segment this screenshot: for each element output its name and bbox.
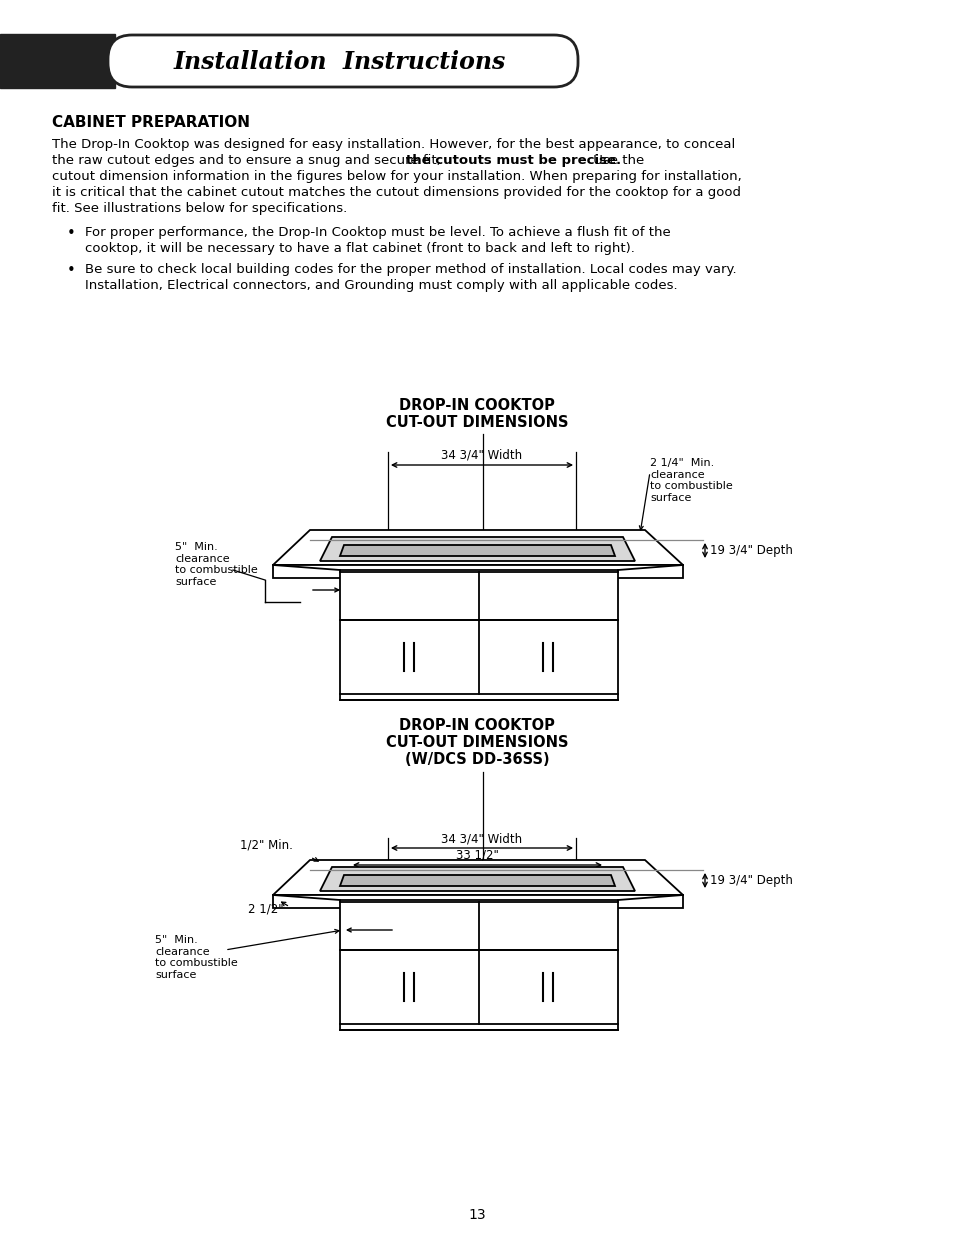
Text: Installation  Instructions: Installation Instructions	[173, 49, 506, 74]
Polygon shape	[319, 867, 635, 890]
Polygon shape	[273, 530, 682, 564]
Bar	[339, 571, 618, 700]
Polygon shape	[273, 564, 682, 578]
Polygon shape	[273, 860, 682, 895]
Text: CUT-OUT DIMENSIONS: CUT-OUT DIMENSIONS	[385, 735, 568, 750]
Text: 13: 13	[468, 1208, 485, 1221]
Text: •: •	[67, 226, 75, 241]
Text: 5"  Min.
clearance
to combustible
surface: 5" Min. clearance to combustible surface	[154, 935, 237, 979]
Bar	[345, 577, 474, 615]
Text: Use the: Use the	[588, 154, 643, 167]
Polygon shape	[273, 895, 682, 908]
Text: 19 3/4" Depth: 19 3/4" Depth	[709, 874, 792, 887]
Text: the cutouts must be precise.: the cutouts must be precise.	[406, 154, 620, 167]
Bar	[486, 958, 609, 1016]
Text: CUT-OUT DIMENSIONS: CUT-OUT DIMENSIONS	[385, 415, 568, 430]
Text: DROP-IN COOKTOP: DROP-IN COOKTOP	[398, 718, 555, 734]
Text: DROP-IN COOKTOP: DROP-IN COOKTOP	[398, 398, 555, 412]
Bar	[0, 35, 115, 88]
Text: •: •	[67, 263, 75, 278]
Text: The Drop-In Cooktop was designed for easy installation. However, for the best ap: The Drop-In Cooktop was designed for eas…	[52, 138, 735, 151]
Text: 5"  Min.
clearance
to combustible
surface: 5" Min. clearance to combustible surface	[174, 542, 257, 587]
Text: 19 3/4" Depth: 19 3/4" Depth	[709, 543, 792, 557]
Text: the raw cutout edges and to ensure a snug and secure fit,: the raw cutout edges and to ensure a snu…	[52, 154, 444, 167]
Bar	[339, 900, 618, 1030]
Bar	[483, 906, 613, 945]
FancyBboxPatch shape	[108, 35, 578, 86]
Polygon shape	[319, 537, 635, 561]
Bar	[345, 906, 474, 945]
Text: 2 1/4"  Min.
clearance
to combustible
surface: 2 1/4" Min. clearance to combustible sur…	[649, 458, 732, 503]
Text: 33 1/2": 33 1/2"	[456, 848, 498, 862]
Bar	[348, 958, 471, 1016]
Polygon shape	[339, 545, 615, 556]
Text: fit. See illustrations below for specifications.: fit. See illustrations below for specifi…	[52, 203, 347, 215]
Bar	[483, 577, 613, 615]
Text: 2 1/2": 2 1/2"	[248, 903, 283, 916]
Bar	[348, 629, 471, 685]
Text: 34 3/4" Width: 34 3/4" Width	[441, 450, 522, 462]
Bar	[486, 629, 609, 685]
Text: Installation, Electrical connectors, and Grounding must comply with all applicab: Installation, Electrical connectors, and…	[85, 279, 677, 291]
Polygon shape	[339, 876, 615, 885]
Text: cutout dimension information in the figures below for your installation. When pr: cutout dimension information in the figu…	[52, 170, 741, 183]
Text: For proper performance, the Drop-In Cooktop must be level. To achieve a flush fi: For proper performance, the Drop-In Cook…	[85, 226, 670, 240]
Text: it is critical that the cabinet cutout matches the cutout dimensions provided fo: it is critical that the cabinet cutout m…	[52, 186, 740, 199]
Text: 34 3/4" Width: 34 3/4" Width	[441, 832, 522, 845]
Text: Be sure to check local building codes for the proper method of installation. Loc: Be sure to check local building codes fo…	[85, 263, 736, 275]
Text: (W/DCS DD-36SS): (W/DCS DD-36SS)	[404, 752, 549, 767]
Text: CABINET PREPARATION: CABINET PREPARATION	[52, 115, 250, 130]
Text: cooktop, it will be necessary to have a flat cabinet (front to back and left to : cooktop, it will be necessary to have a …	[85, 242, 634, 254]
Text: 1/2" Min.: 1/2" Min.	[240, 839, 293, 852]
